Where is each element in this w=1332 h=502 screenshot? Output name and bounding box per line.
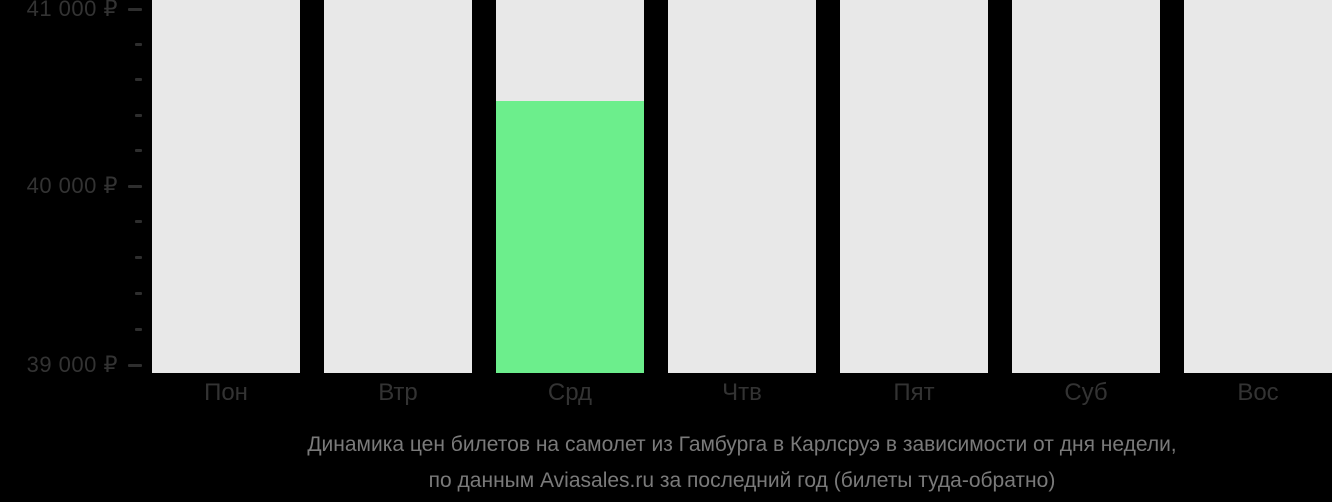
- y-axis-minor-tick: [135, 327, 142, 331]
- day-column-Пон: [152, 0, 300, 373]
- x-axis-label-Чтв: Чтв: [722, 379, 762, 406]
- chart-caption: Динамика цен билетов на самолет из Гамбу…: [152, 427, 1332, 499]
- x-axis-label-Суб: Суб: [1064, 379, 1108, 406]
- y-axis-major-tick: [128, 184, 142, 188]
- y-axis-tick-label: 41 000 ₽: [26, 0, 118, 21]
- day-column-Чтв: [668, 0, 816, 373]
- y-axis-minor-tick: [135, 220, 142, 224]
- y-axis-minor-tick: [135, 42, 142, 46]
- x-axis-label-Пон: Пон: [204, 379, 248, 406]
- y-axis-minor-tick: [135, 113, 142, 117]
- y-axis-tick-label: 39 000 ₽: [26, 352, 118, 377]
- y-axis: 41 000 ₽ 40 000 ₽ 39 000 ₽: [0, 0, 152, 377]
- day-column-Пят: [840, 0, 988, 373]
- price-bar-Срд[interactable]: [496, 100, 644, 373]
- x-axis-label-Втр: Втр: [378, 379, 418, 406]
- chart-plot-area: 41 000 ₽ 40 000 ₽ 39 000 ₽: [0, 0, 1332, 377]
- y-axis-tick-label: 40 000 ₽: [26, 173, 118, 198]
- day-column-Вос: [1184, 0, 1332, 373]
- caption-line-1: Динамика цен билетов на самолет из Гамбу…: [307, 433, 1177, 456]
- x-axis-label-Вос: Вос: [1237, 379, 1279, 406]
- y-axis-major-tick: [128, 7, 142, 11]
- day-column-Втр: [324, 0, 472, 373]
- y-axis-minor-tick: [135, 149, 142, 153]
- y-axis-major-tick: [128, 363, 142, 367]
- x-axis-label-Срд: Срд: [547, 379, 593, 406]
- x-axis-label-Пят: Пят: [893, 379, 935, 406]
- y-axis-minor-tick: [135, 291, 142, 295]
- day-column-Срд: [496, 0, 644, 373]
- caption-line-2: по данным Aviasales.ru за последний год …: [428, 469, 1056, 492]
- y-axis-minor-tick: [135, 256, 142, 260]
- y-axis-minor-tick: [135, 78, 142, 82]
- bars-container: [152, 0, 1332, 373]
- x-axis-labels: Пон Втр Срд Чтв Пят Суб Вос: [152, 373, 1332, 413]
- day-column-Суб: [1012, 0, 1160, 373]
